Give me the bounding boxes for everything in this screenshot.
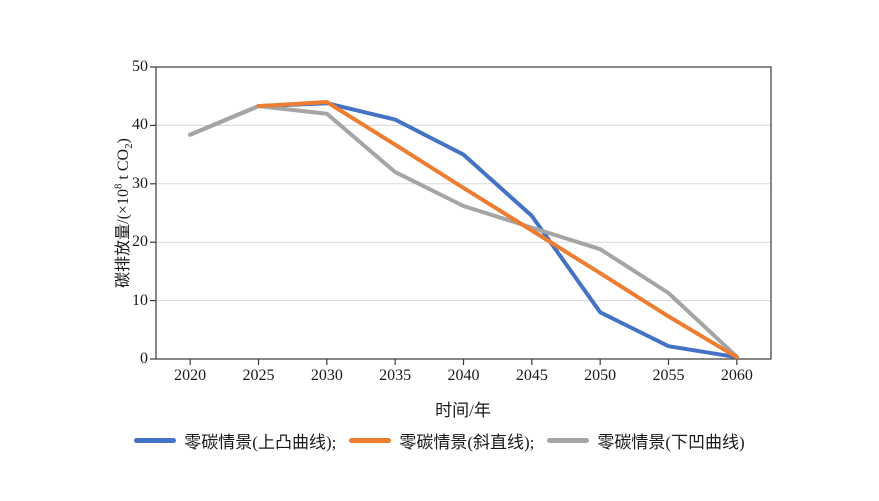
y-axis-title: 碳排放量/(×108 t CO2) <box>109 23 136 403</box>
legend-item: 零碳情景(斜直线); <box>349 428 534 453</box>
x-tick-label: 2020 <box>174 367 207 384</box>
x-tick-label: 2040 <box>447 367 480 384</box>
series-line-1 <box>188 101 739 360</box>
legend-item: 零碳情景(下凹曲线) <box>547 428 745 453</box>
legend-label: 零碳情景(斜直线); <box>399 432 535 452</box>
legend-label: 零碳情景(下凹曲线) <box>597 432 745 452</box>
legend-label: 零碳情景(上凸曲线); <box>184 432 337 452</box>
y-tick-label: 40 <box>132 116 148 134</box>
x-tick-label: 2045 <box>515 367 548 384</box>
y-tick-label: 20 <box>132 233 148 251</box>
x-tick-label: 2035 <box>379 367 412 384</box>
y-axis-title-subscript: 2 <box>123 143 136 149</box>
x-axis-title: 时间/年 <box>435 401 491 420</box>
x-tick-label: 2060 <box>720 367 753 384</box>
y-tick-label: 50 <box>132 58 148 75</box>
series-line-2 <box>256 100 739 360</box>
y-tick-label: 0 <box>140 350 148 367</box>
legend-swatch <box>134 437 177 443</box>
x-tick-label: 2030 <box>310 367 343 384</box>
x-tick-label: 2055 <box>652 367 685 384</box>
x-tick-label: 2050 <box>584 367 617 384</box>
y-axis-title-text: ) <box>115 138 132 144</box>
x-tick-label: 2025 <box>242 367 275 384</box>
legend-item: 零碳情景(上凸曲线); <box>134 428 336 453</box>
legend-swatch <box>547 437 590 443</box>
y-tick-label: 10 <box>132 291 148 309</box>
y-tick-label: 30 <box>132 174 148 192</box>
series-line-3 <box>188 104 739 359</box>
legend-swatch <box>349 437 392 443</box>
legend: 零碳情景(上凸曲线); 零碳情景(斜直线); 零碳情景(下凹曲线) <box>0 428 879 452</box>
